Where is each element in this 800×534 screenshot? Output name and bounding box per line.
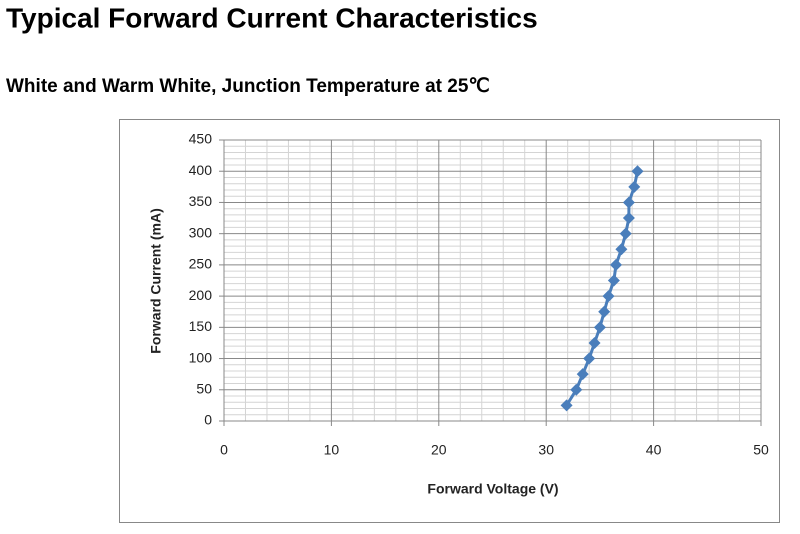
- y-tick-label: 50: [196, 380, 212, 396]
- data-point: [631, 165, 644, 178]
- data-point: [602, 290, 615, 303]
- data-point: [628, 180, 641, 193]
- data-point: [610, 258, 623, 271]
- y-tick-label: 200: [189, 287, 213, 303]
- y-tick-label: 100: [189, 349, 213, 365]
- x-axis-label: Forward Voltage (V): [427, 481, 558, 497]
- data-point: [598, 305, 611, 318]
- x-tick-label: 30: [538, 442, 554, 458]
- data-point: [588, 336, 601, 349]
- data-point: [583, 352, 596, 365]
- data-point: [570, 383, 583, 396]
- x-tick-label: 0: [220, 442, 228, 458]
- series-line: [565, 170, 639, 407]
- y-tick-label: 300: [189, 224, 213, 240]
- data-point: [560, 399, 573, 412]
- data-point: [615, 243, 628, 256]
- data-point: [622, 212, 635, 225]
- data-point: [576, 368, 589, 381]
- x-tick-label: 20: [431, 442, 447, 458]
- y-tick-label: 0: [204, 412, 212, 428]
- y-tick-label: 150: [189, 318, 213, 334]
- y-tick-label: 250: [189, 256, 213, 272]
- y-tick-label: 450: [189, 131, 213, 147]
- y-tick-label: 350: [189, 193, 213, 209]
- x-tick-label: 50: [753, 442, 769, 458]
- data-point: [622, 196, 635, 209]
- chart-subtitle: White and Warm White, Junction Temperatu…: [6, 76, 490, 97]
- page-heading: Typical Forward Current Characteristics: [6, 2, 538, 33]
- data-point: [593, 321, 606, 334]
- data-point: [607, 274, 620, 287]
- y-tick-label: 400: [189, 162, 213, 178]
- x-tick-label: 10: [324, 442, 340, 458]
- data-point: [619, 227, 632, 240]
- x-tick-label: 40: [646, 442, 662, 458]
- y-axis-label: Forward Current (mA): [148, 208, 164, 353]
